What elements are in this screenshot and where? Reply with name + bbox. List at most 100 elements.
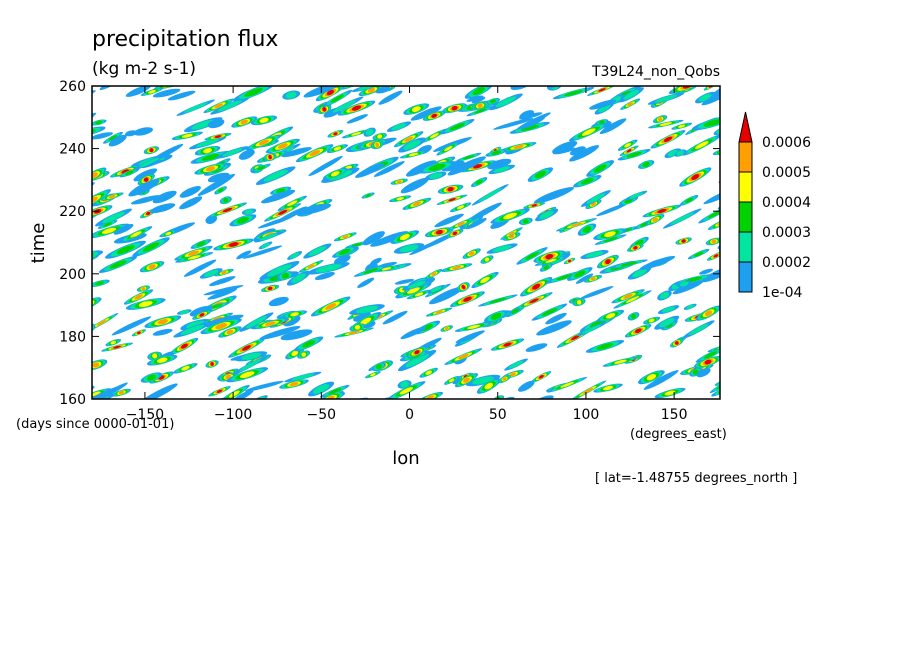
legend-level-label: 1e-04 (762, 285, 802, 301)
precip-cell (531, 371, 552, 383)
precip-cell (63, 114, 91, 126)
precip-cell (617, 149, 651, 161)
precip-cell (617, 139, 638, 151)
precip-cell (399, 150, 428, 159)
y-axis-ticks: 160 180 200 220 240 260 (59, 79, 720, 408)
precip-cell (597, 254, 619, 269)
precip-cell (393, 243, 425, 254)
precip-cell (525, 343, 548, 352)
precip-cell (602, 356, 639, 367)
precip-cell (417, 161, 457, 174)
precip-cell (709, 371, 720, 394)
precip-cell (326, 144, 348, 154)
precip-cell (97, 220, 118, 229)
precip-cell (446, 228, 464, 238)
precip-cell (139, 261, 165, 273)
precip-cell (580, 250, 609, 259)
precip-cell (580, 190, 611, 207)
precip-cell (534, 255, 568, 266)
precip-cell (141, 159, 163, 169)
precip-cell (654, 387, 686, 399)
precip-cell (464, 86, 493, 99)
precip-cell (682, 134, 720, 156)
precip-cell (119, 226, 153, 243)
precip-cell (693, 356, 720, 369)
precip-cell (317, 104, 332, 115)
precip-cell (132, 237, 170, 257)
precip-cell (228, 338, 265, 358)
precip-cell (509, 121, 550, 134)
precip-cell (403, 103, 430, 115)
precip-cell (140, 87, 164, 96)
precip-cell (671, 122, 693, 130)
precip-cell (594, 102, 614, 115)
color-legend: 1e-04 0.0002 0.0003 0.0004 0.0005 0.0006 (738, 111, 811, 301)
precip-cell (406, 346, 428, 358)
precip-cell (95, 208, 132, 227)
precip-cell (618, 87, 644, 103)
precip-cell (471, 271, 499, 289)
precip-cell (179, 185, 201, 198)
precip-cell (92, 126, 106, 138)
precip-cell (92, 132, 113, 140)
precip-cell (389, 195, 412, 203)
x-tick-label: −150 (126, 407, 164, 423)
precip-cell (207, 288, 238, 300)
precip-cell (232, 355, 269, 375)
precip-cell (125, 298, 166, 310)
precip-cell (427, 284, 446, 294)
precip-cell (341, 129, 371, 139)
precip-cell (259, 260, 300, 280)
precip-cell (410, 106, 442, 121)
x-axis-label: lon (392, 448, 419, 469)
precip-cell (226, 367, 269, 383)
precip-cell (450, 291, 485, 308)
precip-cell (144, 315, 182, 328)
precip-cell (105, 338, 122, 347)
precip-cell (711, 383, 720, 397)
precip-cell (136, 285, 150, 292)
x-tick-label: 0 (405, 407, 414, 423)
precip-cell (436, 194, 468, 205)
precip-cell (425, 171, 447, 181)
precip-cell (244, 380, 284, 392)
precip-cell (442, 103, 467, 114)
precip-cell (322, 89, 353, 108)
legend-level-label: 0.0005 (762, 165, 811, 181)
precip-cell (100, 192, 124, 201)
precip-cell (159, 230, 177, 238)
precip-cell (337, 100, 376, 116)
precip-cell (406, 160, 437, 177)
precip-cell (287, 251, 303, 260)
x-axis-units: (degrees_east) (630, 427, 727, 442)
precip-cell (535, 208, 559, 222)
precip-cell (216, 146, 249, 159)
precip-cell (586, 160, 615, 177)
precip-cell (207, 118, 225, 129)
precip-cell (424, 227, 454, 238)
precip-cell (349, 323, 366, 332)
precip-cell (683, 303, 697, 310)
precip-cell (252, 163, 271, 173)
precip-cell (170, 337, 199, 355)
precip-cell (471, 96, 486, 104)
precip-cell (69, 374, 93, 391)
precip-cell (395, 282, 432, 299)
precip-cell (175, 252, 214, 263)
precip-cell (372, 265, 401, 273)
precip-cell (419, 367, 438, 378)
precip-cell (485, 98, 501, 105)
y-tick-label: 260 (59, 79, 86, 95)
precip-cell (190, 151, 231, 164)
precip-cell (569, 380, 607, 399)
precip-cell (674, 149, 687, 157)
precip-cell (679, 167, 712, 187)
precip-cell (400, 326, 427, 340)
precip-cell (691, 115, 720, 131)
precip-cell (402, 197, 432, 210)
precip-cell (639, 255, 676, 270)
precip-cell (286, 270, 311, 286)
precip-cell (627, 266, 652, 280)
precip-cell (205, 360, 219, 368)
precip-cell (613, 290, 652, 309)
